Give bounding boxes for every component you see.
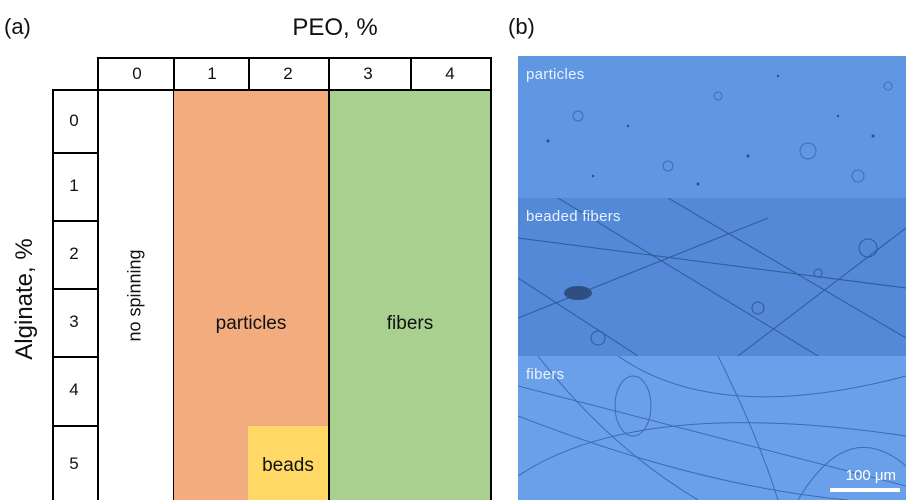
- micrograph-beaded-fibers: beaded fibers: [518, 198, 906, 356]
- alginate-level-3: 3: [69, 312, 79, 331]
- micrograph-particles: particles: [518, 56, 906, 198]
- particles-label: particles: [215, 313, 287, 334]
- peo-axis-title: PEO, %: [292, 14, 378, 41]
- alginate-level-0: 0: [69, 111, 79, 130]
- fibers-region: [329, 91, 491, 500]
- peo-level-3: 3: [363, 64, 373, 83]
- peo-level-2: 2: [283, 64, 293, 83]
- micrograph-beaded-fibers-label: beaded fibers: [526, 208, 621, 225]
- scale-bar: [830, 488, 900, 492]
- peo-level-1: 1: [207, 64, 217, 83]
- micrograph-fibers: fibers 100 μm: [518, 356, 906, 500]
- micrograph-particles-image: [518, 56, 906, 198]
- fibers-label: fibers: [386, 313, 434, 334]
- scale-bar-label: 100 μm: [845, 467, 896, 484]
- micrograph-particles-label: particles: [526, 66, 585, 83]
- alginate-axis-title: Alginate, %: [11, 238, 38, 360]
- beads-label: beads: [262, 455, 314, 476]
- peo-level-0: 0: [132, 64, 142, 83]
- peo-level-4: 4: [445, 64, 455, 83]
- no-spinning-region: [98, 91, 173, 500]
- no-spinning-label: no spinning: [124, 249, 145, 342]
- alginate-level-2: 2: [69, 244, 79, 263]
- beads-region: [248, 426, 328, 500]
- micrograph-fibers-image: [518, 356, 906, 500]
- alginate-level-4: 4: [69, 380, 79, 399]
- micrograph-fibers-label: fibers: [526, 366, 565, 383]
- panel-a-label: (a): [4, 14, 31, 39]
- panel-b-label: (b): [508, 14, 535, 39]
- alginate-level-5: 5: [69, 454, 79, 473]
- alginate-level-1: 1: [69, 176, 79, 195]
- micrograph-beaded-fibers-image: [518, 198, 906, 356]
